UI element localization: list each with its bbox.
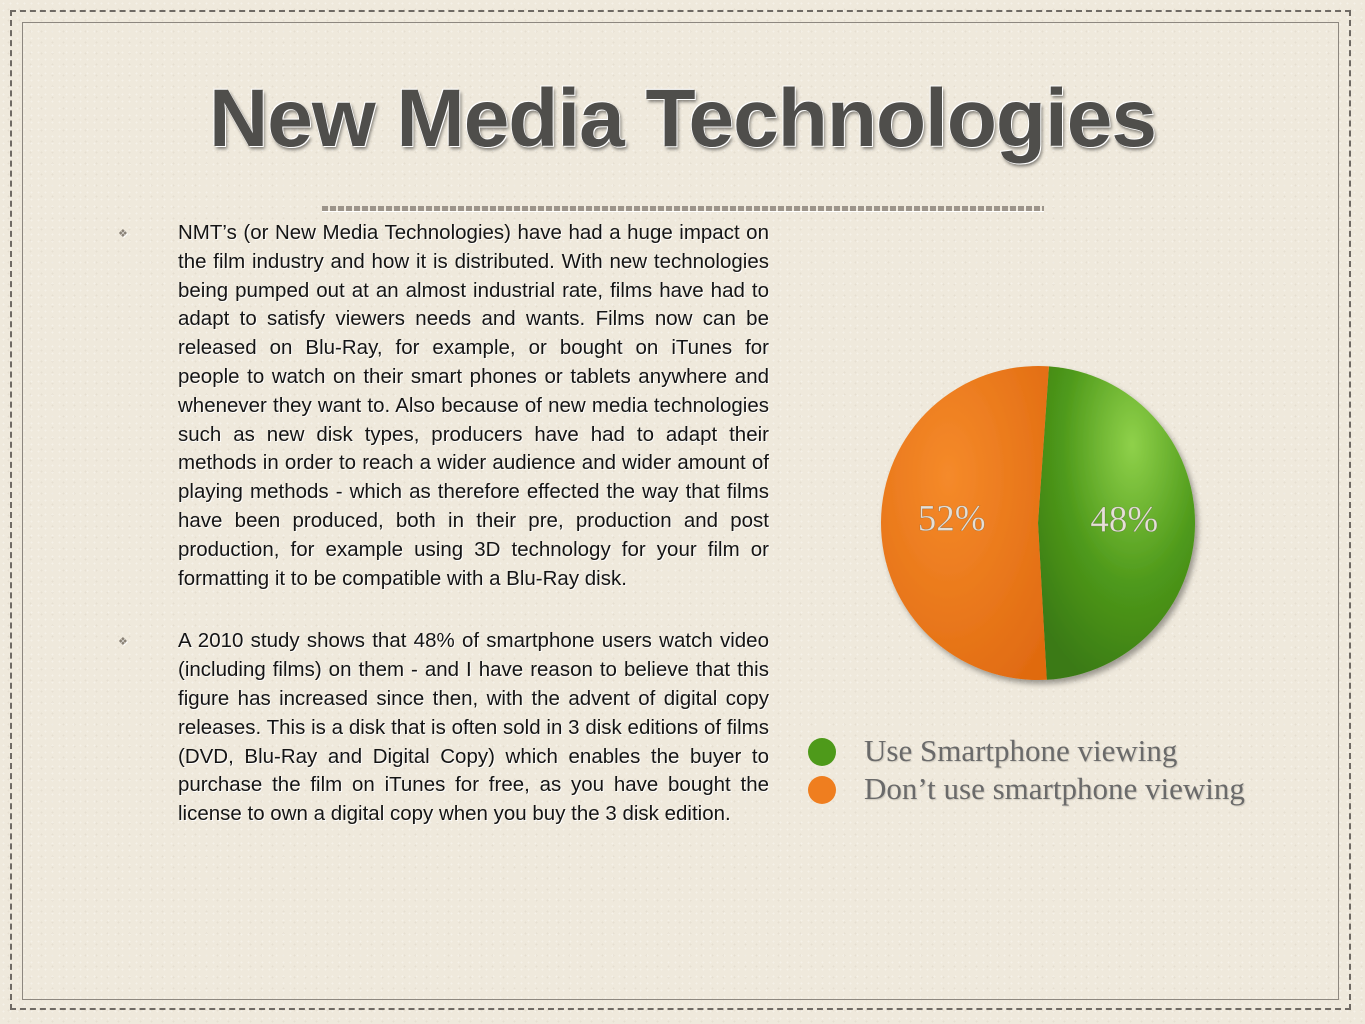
paragraph-text: A 2010 study shows that 48% of smartphon… bbox=[178, 629, 769, 826]
legend-label: Don’t use smartphone viewing bbox=[864, 771, 1245, 806]
slide-outer-border bbox=[10, 10, 1351, 1010]
slide-title: New Media Technologies bbox=[209, 73, 1157, 164]
bullet-icon: ❖ bbox=[118, 228, 128, 240]
legend-swatch bbox=[808, 738, 836, 766]
pie-data-label: 52% bbox=[918, 498, 986, 539]
title-divider bbox=[322, 206, 1044, 211]
pie-slice-1 bbox=[1038, 366, 1195, 680]
bullet-paragraph-2: ❖ A 2010 study shows that 48% of smartph… bbox=[118, 627, 769, 829]
bullet-paragraph-1: ❖ NMT’s (or New Media Technologies) have… bbox=[118, 219, 769, 593]
pie-slice-2 bbox=[880, 366, 1049, 680]
slide-inner-border bbox=[22, 22, 1339, 1000]
legend-label: Use Smartphone viewing bbox=[864, 733, 1178, 768]
slide-body: ❖ NMT’s (or New Media Technologies) have… bbox=[118, 219, 769, 829]
legend-swatch bbox=[808, 776, 836, 804]
paragraph-text: NMT’s (or New Media Technologies) have h… bbox=[178, 221, 769, 590]
pie-chart: 48% 52% bbox=[880, 366, 1195, 680]
pie-data-label: 48% bbox=[1090, 500, 1158, 541]
bullet-icon: ❖ bbox=[118, 636, 128, 649]
